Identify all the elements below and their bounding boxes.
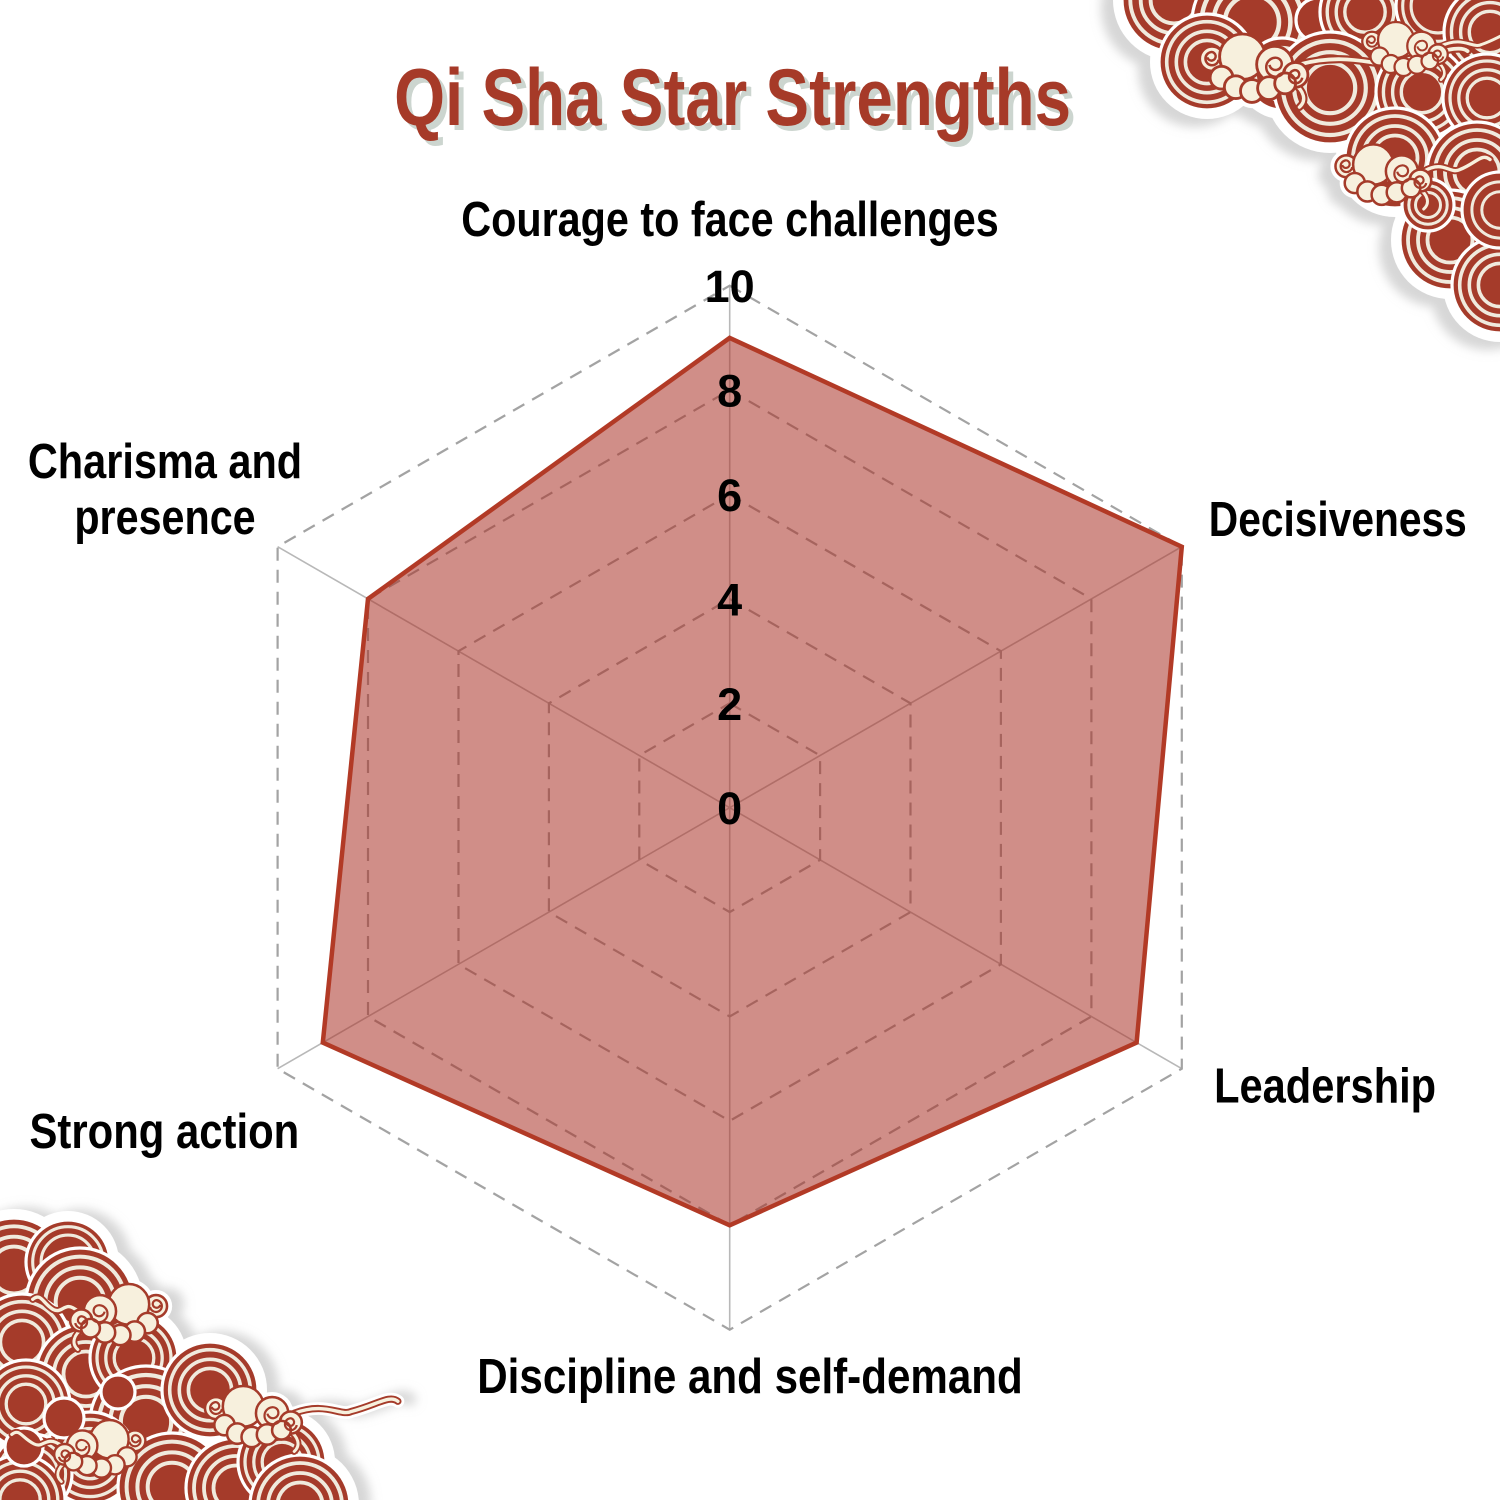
svg-text:Decisiveness: Decisiveness [1209,493,1467,547]
svg-text:Strong action: Strong action [30,1105,300,1159]
svg-text:Discipline and self-demand: Discipline and self-demand [477,1350,1023,1404]
svg-text:Qi Sha Star Strengths: Qi Sha Star Strengths [399,58,1076,148]
svg-text:4: 4 [717,574,742,625]
svg-text:2: 2 [717,679,742,730]
svg-text:Leadership: Leadership [1214,1060,1436,1114]
svg-text:Courage to face challenges: Courage to face challenges [461,193,999,247]
svg-text:Qi Sha Star Strengths: Qi Sha Star Strengths [394,53,1071,143]
svg-text:Charisma and: Charisma and [28,435,302,489]
svg-text:presence: presence [74,491,255,545]
svg-text:10: 10 [705,261,755,312]
svg-text:8: 8 [717,366,742,417]
svg-text:6: 6 [717,470,742,521]
svg-text:0: 0 [717,783,742,834]
